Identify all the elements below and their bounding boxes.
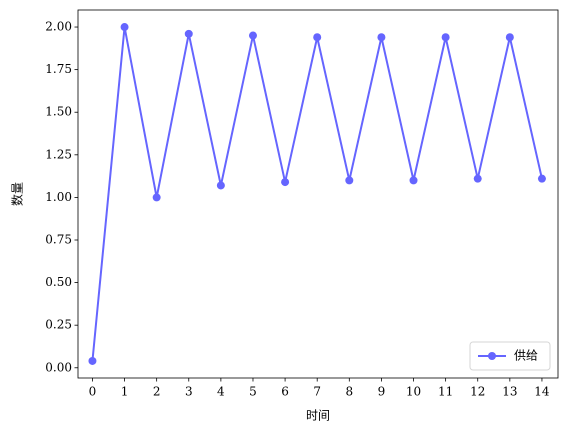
x-tick-label: 9 [378, 385, 386, 399]
marker [313, 33, 322, 42]
series [88, 23, 546, 365]
x-tick-label: 10 [406, 385, 421, 399]
y-tick-label: 0.00 [45, 360, 72, 374]
marker [120, 23, 129, 32]
marker [248, 31, 257, 40]
marker [152, 193, 161, 202]
y-tick-label: 0.25 [45, 318, 72, 332]
x-tick-label: 1 [121, 385, 129, 399]
marker [281, 178, 290, 187]
marker [184, 29, 193, 38]
y-tick-label: 2.00 [45, 20, 72, 34]
marker [505, 33, 514, 42]
y-tick-label: 0.50 [45, 275, 72, 289]
plot-frame [77, 9, 559, 379]
y-tick-label: 1.50 [45, 105, 72, 119]
x-tick-label: 11 [438, 385, 453, 399]
x-tick-label: 12 [470, 385, 485, 399]
x-tick-label: 4 [217, 385, 225, 399]
y-tick-label: 0.75 [45, 233, 72, 247]
x-axis-label: 时间 [306, 409, 330, 423]
legend-box [469, 341, 551, 371]
y-axis-label: 数量 [10, 182, 25, 206]
marker [377, 33, 386, 42]
marker [88, 356, 97, 365]
x-tick-label: 6 [281, 385, 289, 399]
line [91, 26, 543, 362]
y-tick-label: 1.25 [45, 147, 72, 161]
marker [441, 33, 450, 42]
x-tick-label: 8 [345, 385, 353, 399]
x-tick-label: 14 [534, 385, 550, 399]
x-tick-label: 5 [249, 385, 257, 399]
x-tick-label: 2 [153, 385, 161, 399]
marker [216, 181, 225, 190]
marker [345, 176, 354, 185]
marker [473, 174, 482, 183]
marker [409, 176, 418, 185]
x-tick-label: 13 [502, 385, 517, 399]
y-tick-label: 1.75 [45, 62, 72, 76]
legend-swatch [478, 352, 506, 360]
x-tick-label: 7 [313, 385, 321, 399]
y-tick-label: 1.00 [45, 190, 72, 204]
legend-marker [488, 352, 496, 360]
legend-label: 供给 [514, 349, 538, 363]
x-tick-label: 0 [89, 385, 97, 399]
marker [537, 174, 546, 183]
x-tick-label: 3 [185, 385, 193, 399]
